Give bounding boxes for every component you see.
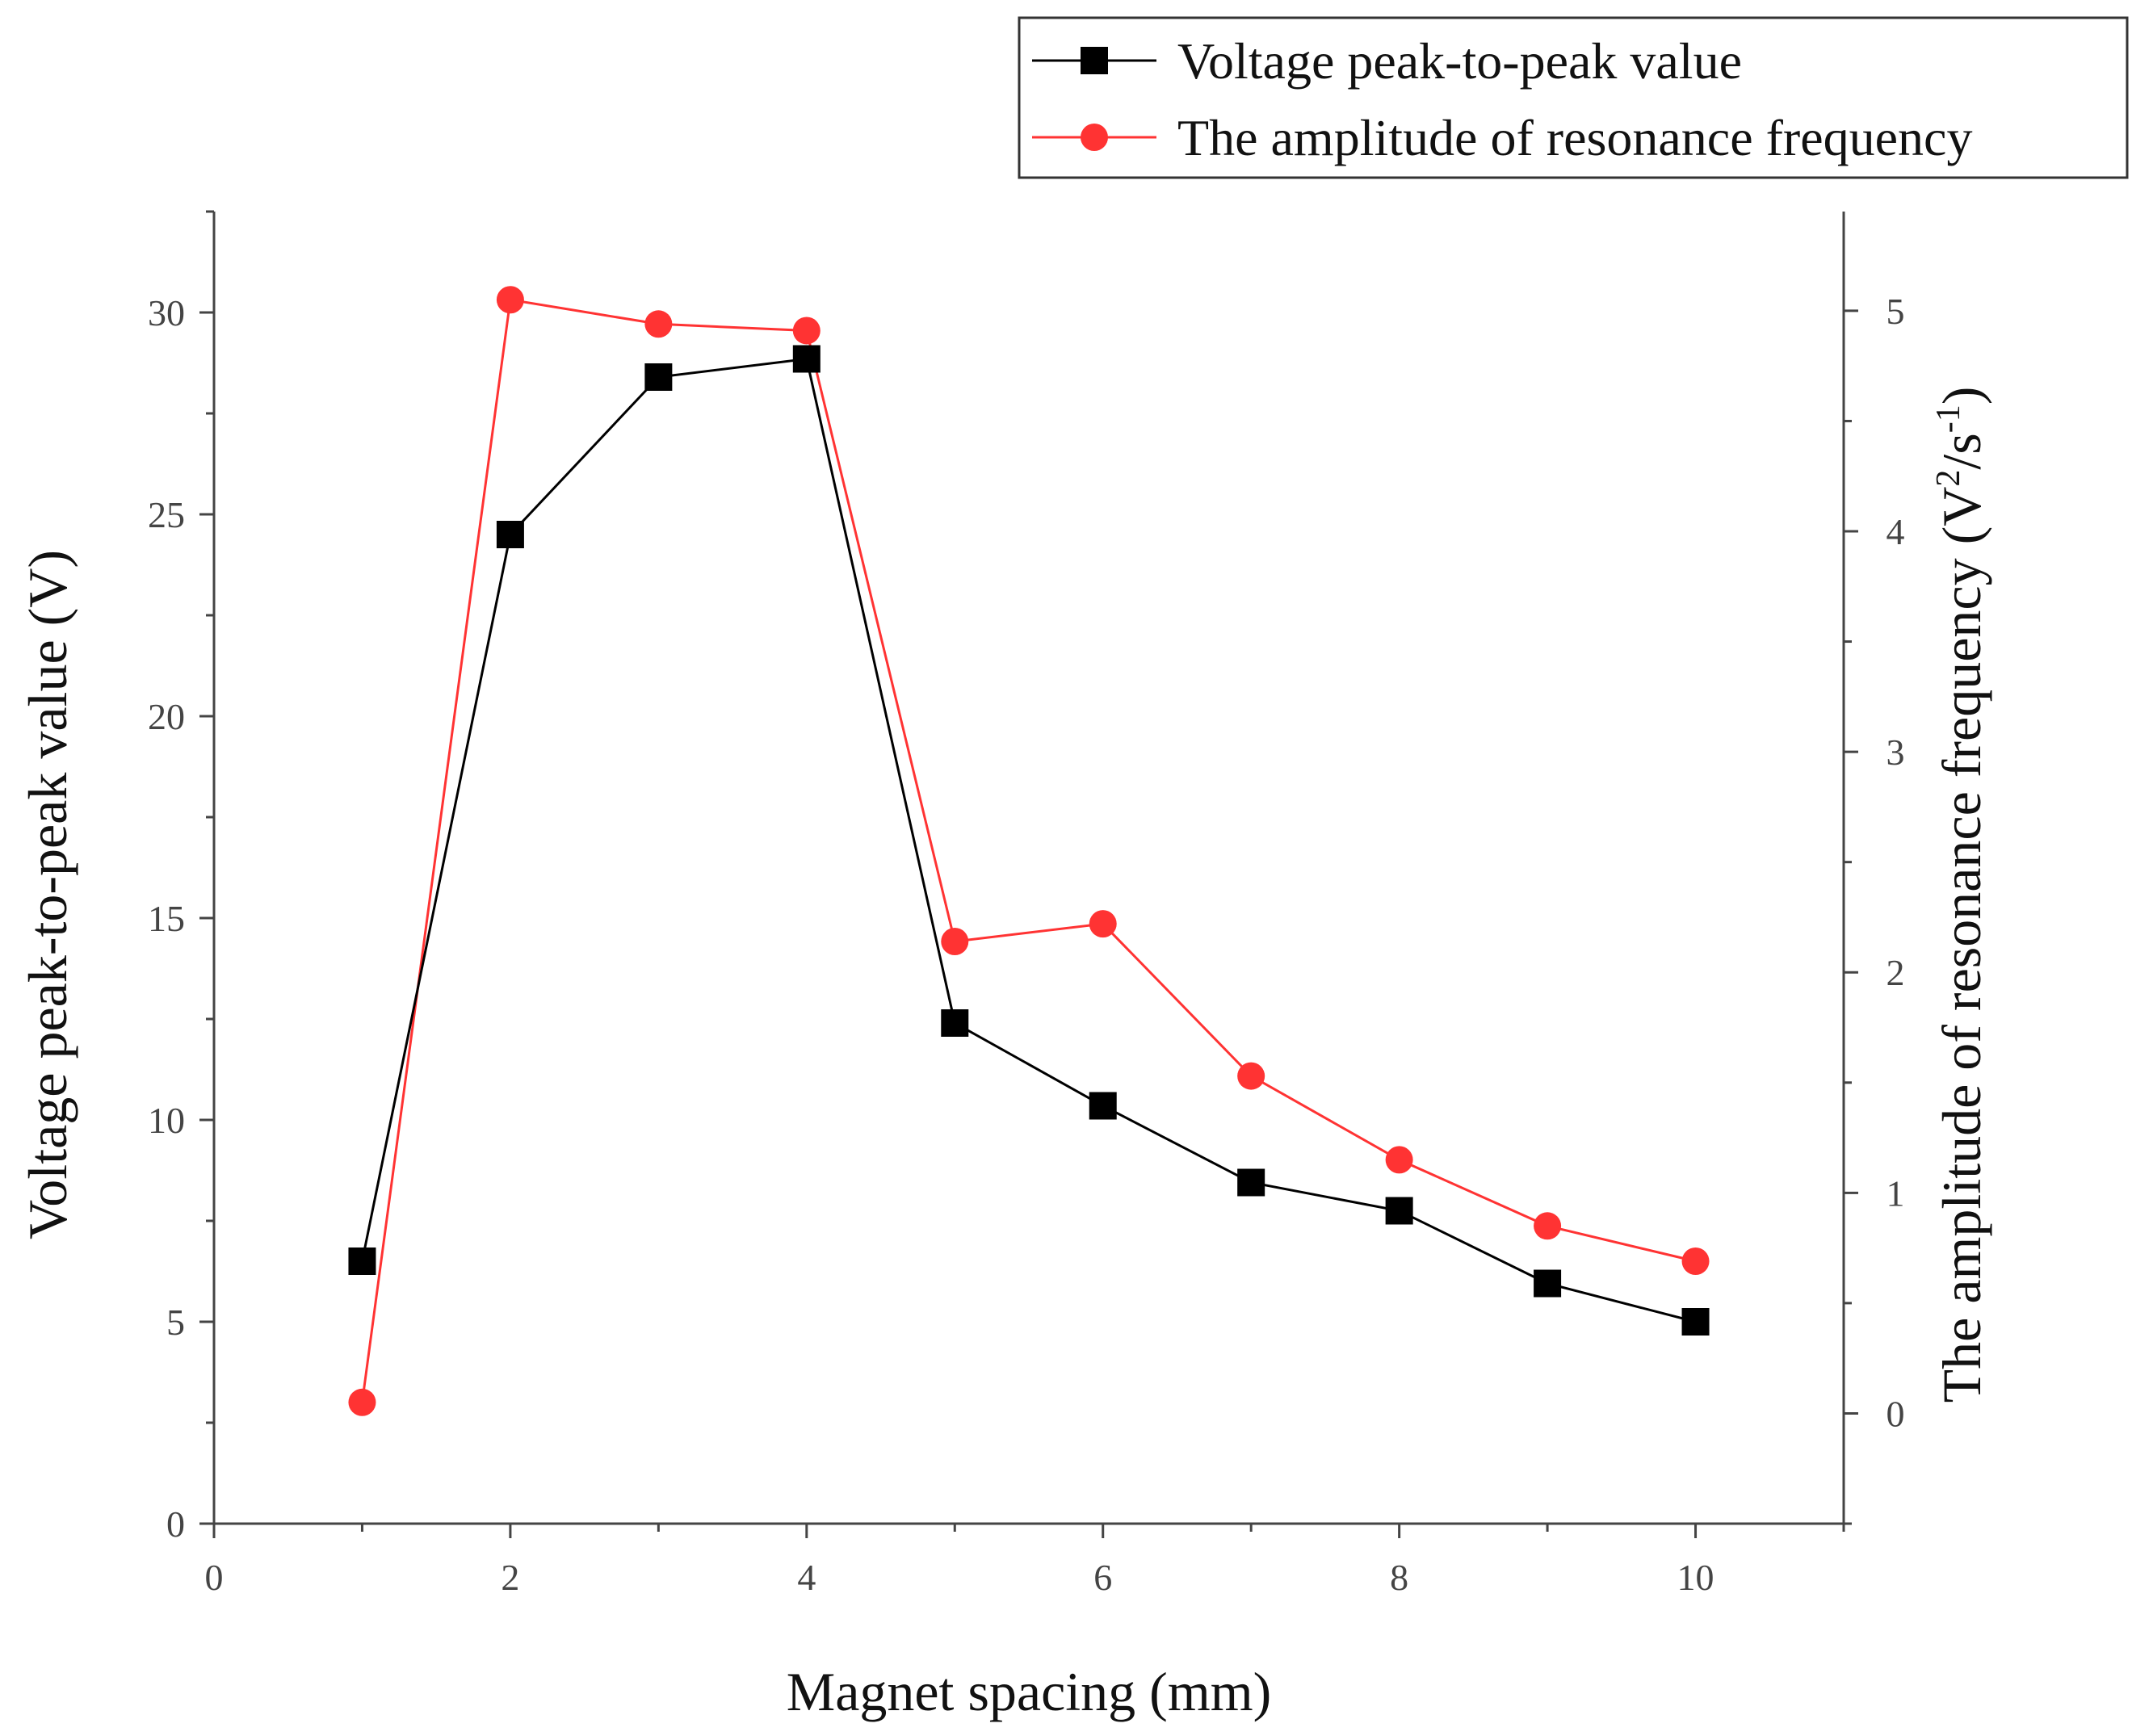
y-left-tick-label: 5 [166,1302,185,1343]
y-left-tick-label: 25 [148,494,185,535]
y-right-tick-label: 1 [1886,1172,1905,1214]
data-point-voltage [1089,1092,1117,1120]
y-right-tick-label: 3 [1886,732,1905,773]
data-point-amplitude [644,310,673,338]
series-line-voltage [360,357,1696,1323]
legend-label-voltage: Voltage peak-to-peak value [1177,32,1742,90]
legend-marker-amplitude [1081,124,1108,151]
data-point-voltage [1385,1197,1413,1225]
x-tick-label: 2 [501,1557,519,1598]
y-right-ticks: 0 1 2 3 4 5 [1844,291,1905,1525]
data-point-voltage [941,1009,969,1037]
legend-box [1018,16,2129,179]
data-point-voltage [644,363,673,391]
y-left-tick-label: 30 [148,292,185,333]
y-right-tick-label: 2 [1886,952,1905,993]
data-point-amplitude [1681,1247,1710,1275]
data-point-amplitude [792,317,820,345]
y-left-tick-label: 0 [166,1503,185,1545]
data-point-voltage [792,345,820,373]
x-tick-label: 8 [1390,1557,1408,1598]
legend: Voltage peak-to-peak value The amplitude… [1018,16,2129,179]
data-point-amplitude [1237,1062,1265,1090]
x-axis-title: Magnet spacing (mm) [787,1661,1272,1722]
right-y-axis-title-end: ) [1931,387,1992,405]
data-point-amplitude [1089,910,1117,938]
axes [212,212,1845,1525]
data-point-amplitude [941,927,969,955]
series-layer [348,286,1710,1416]
y-right-tick-label: 4 [1886,511,1905,552]
x-tick-label: 4 [797,1557,816,1598]
x-tick-label: 0 [205,1557,224,1598]
right-y-axis-title-mid: /s [1931,433,1992,469]
y-left-tick-label: 15 [148,898,185,939]
data-point-amplitude [348,1388,376,1416]
data-point-amplitude [1534,1212,1562,1240]
right-y-axis-title-sup2: -1 [1930,405,1967,433]
right-y-axis-title: The amplitude of resonance frequency (V2… [1930,387,1992,1403]
data-point-amplitude [1385,1146,1413,1174]
legend-label-amplitude: The amplitude of resonance frequency [1177,109,1972,166]
series-line-amplitude [360,298,1696,1403]
data-point-voltage [348,1247,376,1275]
data-point-voltage [1534,1269,1562,1298]
y-right-tick-label: 0 [1886,1393,1905,1434]
data-point-amplitude [496,286,524,314]
data-point-voltage [1681,1308,1710,1336]
x-tick-label: 10 [1677,1557,1714,1598]
x-ticks: 0 2 4 6 8 10 [205,1524,1845,1598]
data-point-voltage [1237,1168,1265,1197]
right-y-axis-title-main: The amplitude of resonance frequency (V [1931,487,1992,1403]
y-right-tick-label: 5 [1886,291,1905,332]
data-point-voltage [496,521,524,548]
right-y-axis-title-sup1: 2 [1930,470,1967,487]
left-y-axis-title: Voltage peak-to-peak value (V) [17,550,78,1239]
x-tick-label: 6 [1093,1557,1112,1598]
y-left-tick-label: 10 [148,1100,185,1141]
y-left-ticks: 0 5 10 15 20 25 30 [148,210,214,1545]
y-left-tick-label: 20 [148,696,185,737]
legend-marker-voltage [1081,47,1108,74]
